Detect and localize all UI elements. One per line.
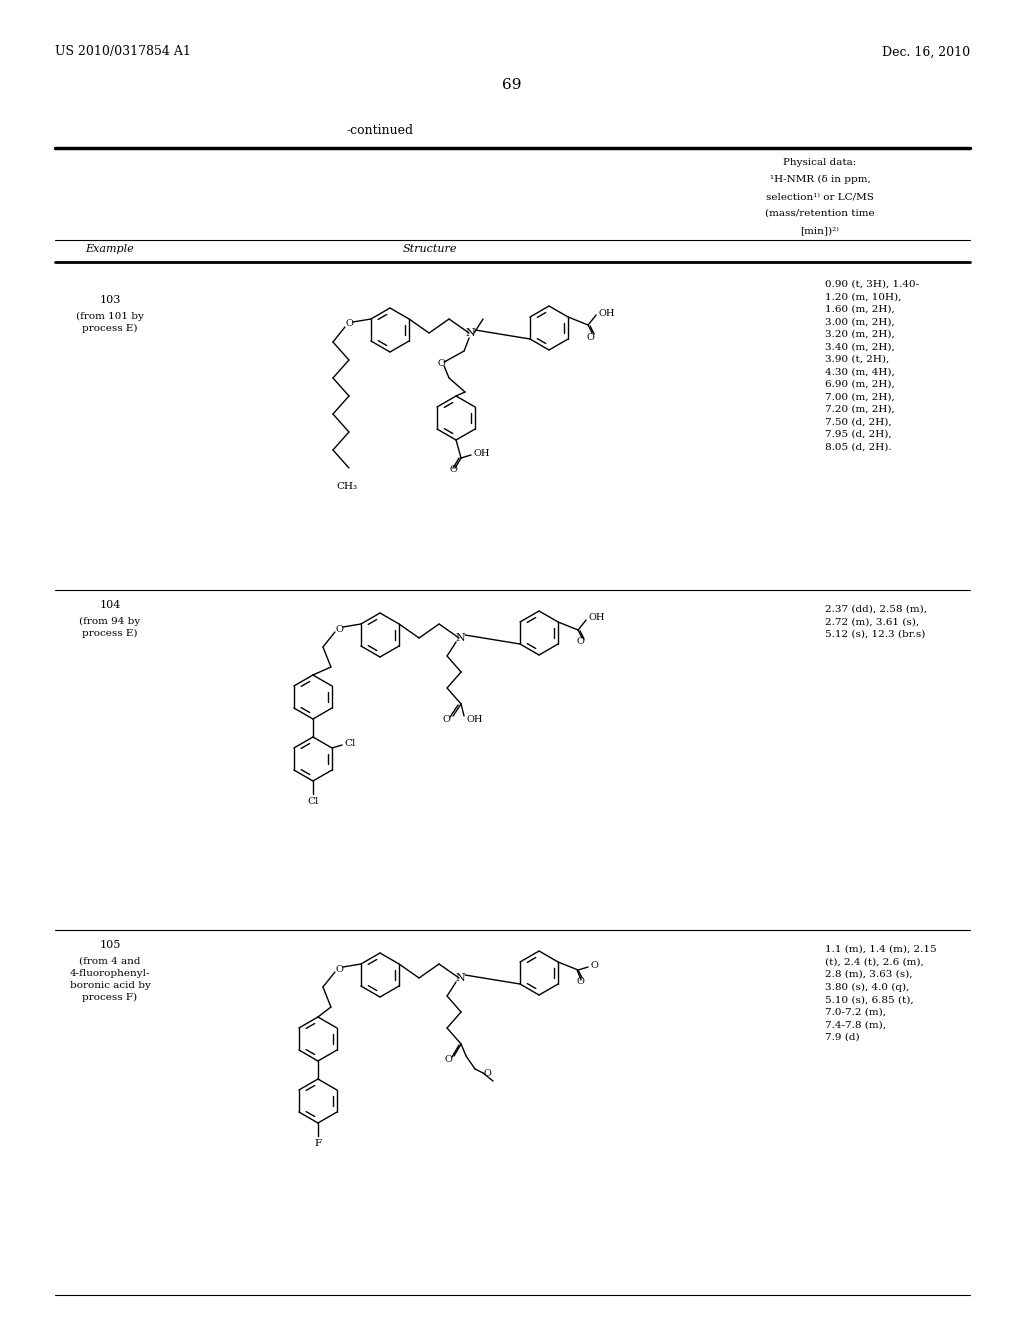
Text: (from 94 by
process E): (from 94 by process E): [80, 616, 140, 638]
Text: O: O: [437, 359, 445, 367]
Text: O: O: [586, 333, 594, 342]
Text: selection¹⁾ or LC/MS: selection¹⁾ or LC/MS: [766, 191, 873, 201]
Text: O: O: [577, 978, 584, 986]
Text: O: O: [335, 624, 343, 634]
Text: O: O: [577, 638, 584, 647]
Text: 69: 69: [502, 78, 522, 92]
Text: Cl: Cl: [344, 738, 355, 747]
Text: O: O: [442, 715, 450, 725]
Text: 1.1 (m), 1.4 (m), 2.15
(t), 2.4 (t), 2.6 (m),
2.8 (m), 3.63 (s),
3.80 (s), 4.0 (: 1.1 (m), 1.4 (m), 2.15 (t), 2.4 (t), 2.6…: [825, 945, 937, 1041]
Text: 105: 105: [99, 940, 121, 950]
Text: (from 101 by
process E): (from 101 by process E): [76, 312, 144, 333]
Text: Physical data:: Physical data:: [783, 158, 857, 168]
Text: [min])²⁾: [min])²⁾: [801, 226, 840, 235]
Text: O: O: [335, 965, 343, 974]
Text: F: F: [314, 1139, 322, 1148]
Text: O: O: [444, 1056, 452, 1064]
Text: N: N: [465, 327, 475, 338]
Text: Cl: Cl: [307, 797, 318, 807]
Text: O: O: [450, 466, 457, 474]
Text: -continued: -continued: [346, 124, 414, 136]
Text: OH: OH: [598, 309, 614, 318]
Text: CH₃: CH₃: [337, 482, 357, 491]
Text: 104: 104: [99, 601, 121, 610]
Text: ¹H-NMR (δ in ppm,: ¹H-NMR (δ in ppm,: [770, 176, 870, 183]
Text: O: O: [483, 1069, 490, 1078]
Text: N: N: [456, 973, 465, 983]
Text: 103: 103: [99, 294, 121, 305]
Text: O: O: [590, 961, 598, 969]
Text: (mass/retention time: (mass/retention time: [765, 209, 874, 218]
Text: 0.90 (t, 3H), 1.40-
1.20 (m, 10H),
1.60 (m, 2H),
3.00 (m, 2H),
3.20 (m, 2H),
3.4: 0.90 (t, 3H), 1.40- 1.20 (m, 10H), 1.60 …: [825, 280, 920, 451]
Text: N: N: [456, 634, 465, 643]
Text: OH: OH: [466, 715, 482, 725]
Text: (from 4 and
4-fluorophenyl-
boronic acid by
process F): (from 4 and 4-fluorophenyl- boronic acid…: [70, 957, 151, 1002]
Text: OH: OH: [588, 614, 604, 623]
Text: Structure: Structure: [402, 244, 458, 253]
Text: Dec. 16, 2010: Dec. 16, 2010: [882, 45, 970, 58]
Text: OH: OH: [473, 449, 489, 458]
Text: US 2010/0317854 A1: US 2010/0317854 A1: [55, 45, 190, 58]
Text: O: O: [345, 319, 353, 329]
Text: Example: Example: [86, 244, 134, 253]
Text: 2.37 (dd), 2.58 (m),
2.72 (m), 3.61 (s),
5.12 (s), 12.3 (br.s): 2.37 (dd), 2.58 (m), 2.72 (m), 3.61 (s),…: [825, 605, 927, 639]
